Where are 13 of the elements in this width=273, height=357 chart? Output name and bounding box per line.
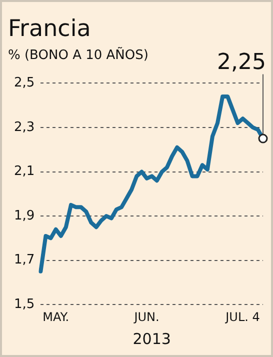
y-tick-label: 1,9 (14, 208, 35, 224)
x-axis-title: 2013 (132, 330, 171, 348)
y-tick-label: 2,3 (14, 120, 35, 135)
y-tick-label: 2,1 (14, 164, 35, 180)
chart-subtitle: % (BONO A 10 AÑOS) (8, 46, 148, 63)
y-tick-label: 1,7 (14, 252, 35, 268)
y-tick-label: 2,5 (14, 76, 35, 91)
y-tick-label: 1,5 (14, 296, 35, 312)
x-tick-label: JUL. 4 (224, 310, 260, 324)
chart-title: Francia (8, 16, 91, 42)
x-tick-label: JUN. (133, 310, 160, 324)
x-tick-label: MAY. (42, 310, 70, 324)
text: 2,25 (217, 50, 266, 76)
